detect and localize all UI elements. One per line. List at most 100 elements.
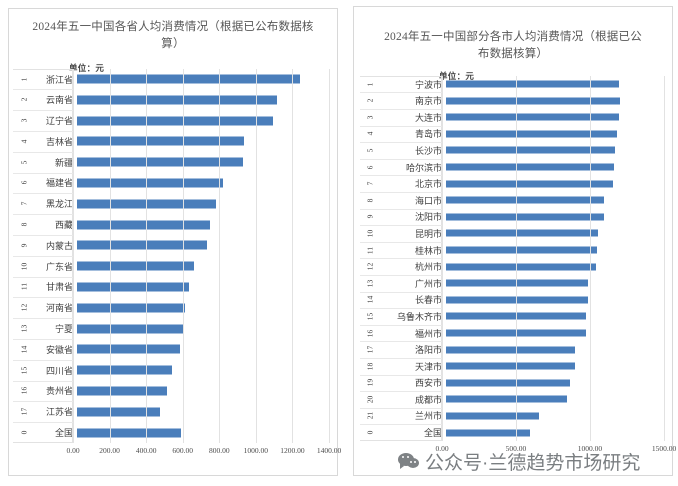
bar — [77, 74, 301, 84]
bar-track — [446, 92, 664, 109]
bar-row-category: 甘肃省 — [45, 282, 73, 293]
bar-row-index: 6 — [19, 181, 29, 185]
bar — [77, 157, 243, 167]
bar-row-index: 13 — [19, 324, 29, 333]
category-row-divider — [360, 142, 442, 144]
bar-track — [77, 193, 329, 214]
bar-track — [77, 89, 329, 110]
bar-row-category: 全国 — [423, 428, 442, 439]
bar-track — [446, 292, 664, 309]
bar-row: 7 黑龙江 — [13, 193, 329, 214]
bar-row: 12 杭州市 — [360, 258, 664, 275]
bar — [446, 180, 614, 188]
bar-row-category: 乌鲁木齐市 — [396, 311, 442, 322]
bar-row: 16 福州市 — [360, 325, 664, 342]
bar-row-category: 长沙市 — [414, 145, 442, 156]
bar-row-category: 贵州省 — [45, 386, 73, 397]
bar-row: 13 广州市 — [360, 275, 664, 292]
bar-row: 7 北京市 — [360, 175, 664, 192]
bar-row-category: 兰州市 — [414, 411, 442, 422]
bar — [446, 312, 587, 320]
bar-row-index: 5 — [19, 160, 29, 165]
bar-row: 19 西安市 — [360, 375, 664, 392]
category-row-divider — [13, 401, 73, 403]
x-axis-tick-label: 400.00 — [135, 446, 157, 455]
x-axis: 0.00 500.00 1000.00 1500.00 — [435, 444, 676, 460]
bar-row: 20 成都市 — [360, 391, 664, 408]
bar-row: 9 内蒙古 — [13, 235, 329, 256]
bar-row: 5 新疆 — [13, 152, 329, 173]
bar-track — [446, 408, 664, 425]
bar-track — [77, 152, 329, 173]
bar — [77, 386, 167, 396]
bar-track — [446, 325, 664, 342]
bar-row: 9 沈阳市 — [360, 209, 664, 226]
bar-row-category: 辽宁省 — [45, 116, 73, 127]
category-row-divider — [13, 110, 73, 112]
bar-row-category: 江苏省 — [45, 407, 73, 418]
bar-rows: 1 宁波市 2 南京市 3 大连市 4 青岛市 5 长沙市 6 哈尔滨市 7 北京市 8 海口市 9 沈阳市 10 昆… — [360, 75, 665, 441]
bar-row-category: 沈阳市 — [414, 212, 442, 223]
bar-row-category: 南京市 — [414, 96, 442, 107]
x-axis-tick-label: 600.00 — [172, 446, 194, 455]
category-row-divider — [360, 175, 442, 177]
bar-row-index: 3 — [19, 118, 29, 123]
bar — [77, 95, 277, 105]
unit-label-cities: 单位：元 — [439, 71, 475, 81]
bar-row-category: 大连市 — [414, 112, 442, 123]
bar-row-category: 宁波市 — [414, 79, 442, 90]
category-row-divider — [360, 92, 442, 94]
chart-title-cities: 2024年五一中国部分各市人均消费情况（根据已公布数据核算） — [384, 31, 642, 60]
category-row-divider — [13, 193, 73, 195]
bar-rows: 1 浙江省 2 云南省 3 辽宁省 4 吉林省 5 新疆 6 福建省 7 黑龙江 8 西藏 9 内蒙古 10 广东省 1… — [13, 68, 330, 443]
bar — [446, 395, 567, 403]
bar-row-category: 成都市 — [414, 394, 442, 405]
category-row-divider — [13, 318, 73, 320]
category-row-divider — [13, 422, 73, 424]
category-row-divider — [360, 374, 442, 376]
bar-row-category: 新疆 — [54, 157, 73, 168]
bar-track — [77, 214, 329, 235]
chart-card-provinces: 2024年五一中国各省人均消费情况（根据已公布数据核算） 单位：元 1 浙江省 2 云… — [8, 8, 341, 476]
bar-row-index: 0 — [19, 430, 29, 435]
bar — [77, 136, 245, 146]
bar-row: 17 江苏省 — [13, 401, 329, 422]
unit-label-provinces: 单位：元 — [69, 63, 105, 73]
bar-track — [77, 131, 329, 152]
bar — [77, 303, 185, 313]
bar-track — [446, 341, 664, 358]
plot-area-cities: 1 宁波市 2 南京市 3 大连市 4 青岛市 5 长沙市 6 哈尔滨市 7 北京市 8 海口市 9 沈阳市 10 昆… — [360, 75, 676, 461]
bar-track — [77, 110, 329, 131]
bar-row: 21 兰州市 — [360, 408, 664, 425]
bar-row: 15 乌鲁木齐市 — [360, 308, 664, 325]
category-row-divider — [360, 358, 442, 359]
category-row-divider — [360, 324, 442, 326]
x-axis-tick-label: 1000.00 — [243, 446, 269, 455]
bar — [446, 296, 588, 304]
bar-row: 5 长沙市 — [360, 142, 664, 159]
category-row-divider — [13, 151, 73, 153]
bar-row-category: 浙江省 — [45, 74, 73, 85]
bar-row-category: 天津市 — [414, 361, 442, 372]
category-row-divider — [360, 407, 442, 409]
category-row-divider — [360, 109, 442, 110]
category-row-divider — [360, 308, 442, 310]
bar-row: 16 贵州省 — [13, 381, 329, 402]
bar-row-category: 西安市 — [414, 378, 442, 389]
bar-row: 1 宁波市 — [360, 76, 664, 93]
bar-row-category: 吉林省 — [45, 136, 73, 147]
bar-row-category: 宁夏 — [54, 324, 73, 335]
category-row-divider — [13, 276, 73, 278]
gridline — [664, 75, 665, 441]
bar-track — [77, 318, 329, 339]
bar-row: 11 甘肃省 — [13, 277, 329, 298]
bar — [77, 324, 184, 334]
bar-row: 4 青岛市 — [360, 126, 664, 143]
bar-row-category: 杭州市 — [414, 262, 442, 273]
bar-row: 2 云南省 — [13, 89, 329, 110]
bar — [77, 220, 211, 230]
bar-track — [446, 76, 664, 93]
bar-row: 0 全国 — [360, 424, 664, 441]
bar-row: 12 河南省 — [13, 297, 329, 318]
